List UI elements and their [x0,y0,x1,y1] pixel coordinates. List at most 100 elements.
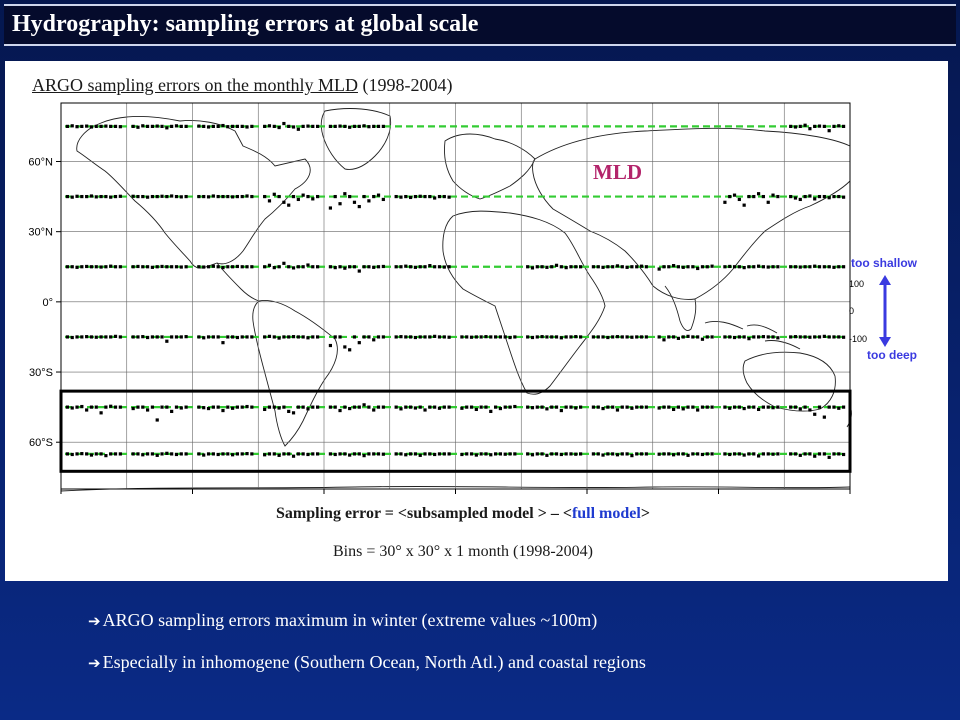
error-point [155,265,159,269]
error-point [761,335,766,339]
error-point [447,335,451,339]
error-point [696,335,700,339]
error-point [625,405,629,409]
error-point [776,336,780,340]
error-point [686,265,690,269]
error-point [418,265,422,269]
error-point [540,335,544,339]
error-point [676,452,681,456]
error-point [136,264,140,269]
error-point [131,335,135,339]
error-point [559,452,563,457]
error-point [352,265,357,269]
error-point [170,452,174,456]
error-point [474,335,478,339]
error-point [381,452,385,456]
error-point [413,452,418,456]
error-point [752,335,756,339]
error-point [776,405,780,409]
error-point [245,452,249,456]
error-point [362,194,366,199]
error-point [89,265,94,269]
error-point [423,194,427,199]
error-point [832,265,836,269]
error-point [131,406,135,411]
error-point [841,124,846,128]
error-point [170,265,174,269]
subtitle-underlined: ARGO sampling errors on the monthly MLD [32,75,358,95]
error-point [489,335,493,339]
error-point [174,335,179,339]
error-point [301,405,305,409]
error-point [99,265,103,269]
error-point [752,265,756,269]
error-point [291,194,296,199]
error-point [606,405,610,409]
error-point [742,453,746,457]
error-point [569,335,573,339]
error-point [343,124,347,128]
error-point [179,124,183,128]
error-point [136,452,140,456]
error-point [752,405,756,409]
error-point [80,124,84,128]
error-point [141,124,145,128]
error-point [822,334,826,338]
error-point [230,124,235,128]
error-point [301,193,305,197]
error-point [211,264,215,268]
error-point [94,124,98,128]
bullet-2: ➔ Especially in inhomogene (Southern Ocea… [88,652,646,673]
error-point [343,192,347,196]
error-point [817,335,822,339]
error-point [287,124,291,128]
bins-description: Bins = 30° x 30° x 1 month (1998-2004) [332,543,594,560]
error-point [282,335,286,339]
error-point [263,194,267,199]
error-point [136,405,140,409]
error-point [601,335,605,339]
error-point [89,335,94,339]
error-point [493,335,498,339]
error-point [696,266,700,271]
error-point [333,335,337,339]
error-point [700,452,705,457]
error-point [508,335,512,340]
error-point [118,452,122,456]
error-point [179,195,183,199]
error-point [578,335,583,339]
error-point [747,452,751,456]
error-point [747,194,751,199]
error-point [569,405,573,409]
error-point [554,452,559,456]
error-point [513,452,517,456]
error-point [766,405,770,409]
error-point [118,265,122,269]
error-point [513,404,517,409]
error-point [80,404,84,409]
error-point [676,336,681,340]
error-point [752,452,756,456]
error-point [367,265,371,269]
error-point [75,265,79,269]
error-point [333,124,337,128]
error-point [240,194,244,199]
error-point [70,406,74,410]
error-point [817,405,822,409]
error-point [442,194,446,199]
error-point [150,265,155,269]
error-point [357,204,361,209]
error-point [160,264,164,269]
error-point [503,405,507,409]
error-point [771,406,775,410]
error-point [591,452,596,456]
error-point [113,405,118,409]
error-point [202,194,206,199]
scale-tick-100: 100 [849,279,864,289]
error-point [465,452,469,456]
error-point [99,194,103,199]
error-point [803,335,807,339]
error-point [150,405,155,409]
error-point [109,404,113,408]
arrow-bullet-icon: ➔ [88,654,101,672]
